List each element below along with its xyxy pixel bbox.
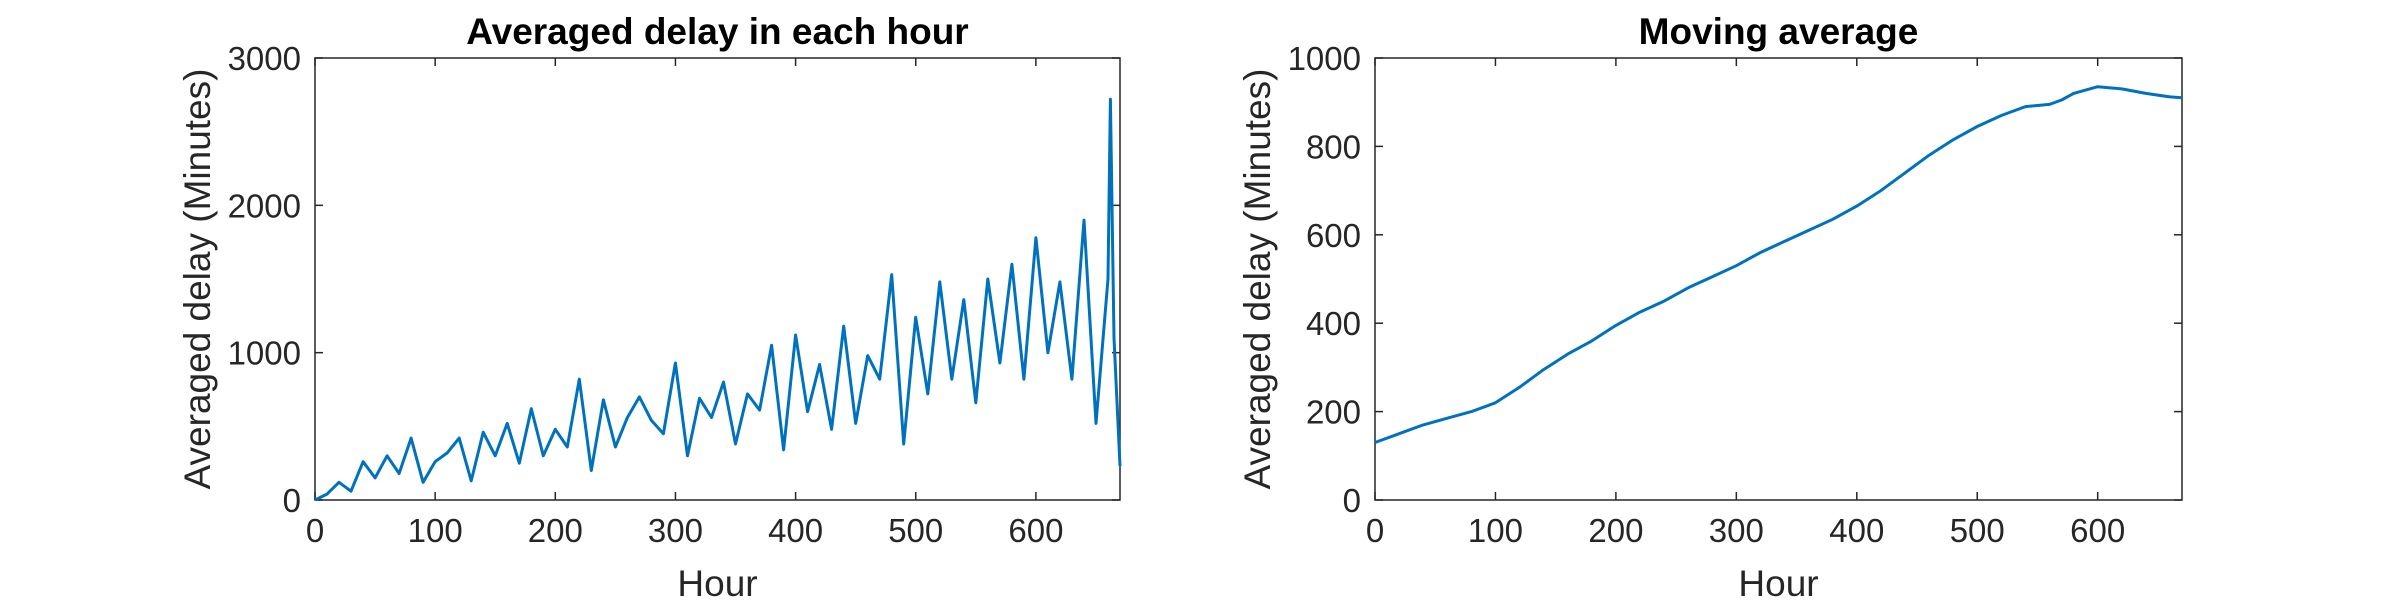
x-tick-label: 200 bbox=[528, 512, 583, 549]
y-tick-label: 800 bbox=[1306, 128, 1361, 165]
chart-title: Moving average bbox=[1639, 11, 1919, 52]
x-tick-label: 500 bbox=[1950, 512, 2005, 549]
y-tick-label: 0 bbox=[283, 482, 301, 519]
y-axis-label: Averaged delay (Minutes) bbox=[1237, 69, 1278, 490]
y-tick-label: 0 bbox=[1343, 482, 1361, 519]
series-line bbox=[314, 97, 1122, 502]
x-axis-label: Hour bbox=[677, 563, 757, 600]
x-tick-label: 400 bbox=[768, 512, 823, 549]
x-tick-label: 200 bbox=[1588, 512, 1643, 549]
chart-2: 0 100 200 300 400 500 600 0 200 400 600 800 1000 Movi… bbox=[1237, 11, 2183, 600]
x-tick-label: 600 bbox=[1008, 512, 1063, 549]
y-tick-label: 200 bbox=[1306, 394, 1361, 431]
x-tick-label: 600 bbox=[2070, 512, 2125, 549]
x-tick-label: 100 bbox=[408, 512, 463, 549]
y-tick-label: 2000 bbox=[228, 187, 301, 224]
y-tick-label: 400 bbox=[1306, 305, 1361, 342]
y-axis-label: Averaged delay (Minutes) bbox=[177, 69, 218, 490]
series-line bbox=[1374, 85, 2183, 444]
x-tick-label: 500 bbox=[888, 512, 943, 549]
x-tick-label: 400 bbox=[1829, 512, 1884, 549]
x-tick-label: 100 bbox=[1468, 512, 1523, 549]
y-tick-label: 1000 bbox=[1288, 40, 1361, 77]
y-tick-label: 3000 bbox=[228, 40, 301, 77]
plot-area bbox=[314, 57, 1121, 501]
x-axis-label: Hour bbox=[1738, 563, 1818, 600]
x-tick-label: 300 bbox=[1709, 512, 1764, 549]
chart-title: Averaged delay in each hour bbox=[466, 11, 968, 52]
y-tick-label: 600 bbox=[1306, 217, 1361, 254]
x-tick-label: 0 bbox=[306, 512, 324, 549]
y-tick-label: 1000 bbox=[228, 335, 301, 372]
chart-1: 0 100 200 300 400 500 600 0 1000 2000 3000 Averaged… bbox=[177, 11, 1122, 600]
plot-area bbox=[1374, 57, 2183, 501]
x-tick-label: 0 bbox=[1366, 512, 1384, 549]
x-tick-label: 300 bbox=[648, 512, 703, 549]
